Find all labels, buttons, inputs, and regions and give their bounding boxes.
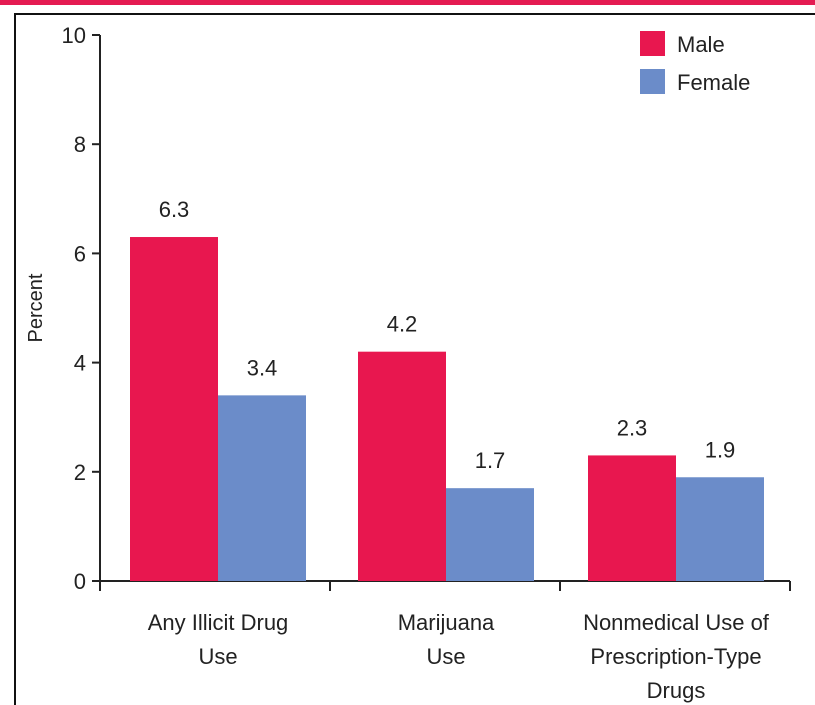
legend-label-female: Female [677,70,750,95]
value-label-female-2: 1.9 [705,437,736,462]
y-tick-label: 10 [62,23,86,48]
y-tick-label: 8 [74,132,86,157]
frame-border-left [14,13,16,705]
bar-male-1 [358,351,446,581]
frame-border-top [14,13,815,15]
y-tick-label: 0 [74,569,86,594]
bar-male-0 [130,237,218,581]
value-label-male-0: 6.3 [159,197,190,222]
y-tick-label: 2 [74,460,86,485]
legend-swatch-male [640,31,665,56]
bar-female-2 [676,477,764,581]
category-label-1: Use [426,644,465,669]
category-label-0: Any Illicit Drug [148,610,289,635]
value-label-female-0: 3.4 [247,355,278,380]
y-axis-label: Percent [25,273,47,342]
bar-female-1 [446,488,534,581]
legend-label-male: Male [677,32,725,57]
bar-female-0 [218,395,306,581]
bar-male-2 [588,455,676,581]
value-label-male-1: 4.2 [387,312,418,337]
y-tick-label: 6 [74,241,86,266]
category-label-2: Drugs [647,678,706,703]
y-tick-label: 4 [74,351,86,376]
top-accent-rule [0,0,815,5]
category-label-1: Marijuana [398,610,495,635]
legend-swatch-female [640,69,665,94]
chart-legend: Male Female [640,31,750,95]
category-label-0: Use [198,644,237,669]
category-label-2: Prescription-Type [590,644,761,669]
value-label-female-1: 1.7 [475,448,506,473]
value-label-male-2: 2.3 [617,415,648,440]
category-label-2: Nonmedical Use of [583,610,770,635]
chart-bars [130,237,764,581]
chart-labels: 6.3 3.4 4.2 1.7 2.3 1.9 Any Illicit Drug Use Mar… [148,197,770,703]
